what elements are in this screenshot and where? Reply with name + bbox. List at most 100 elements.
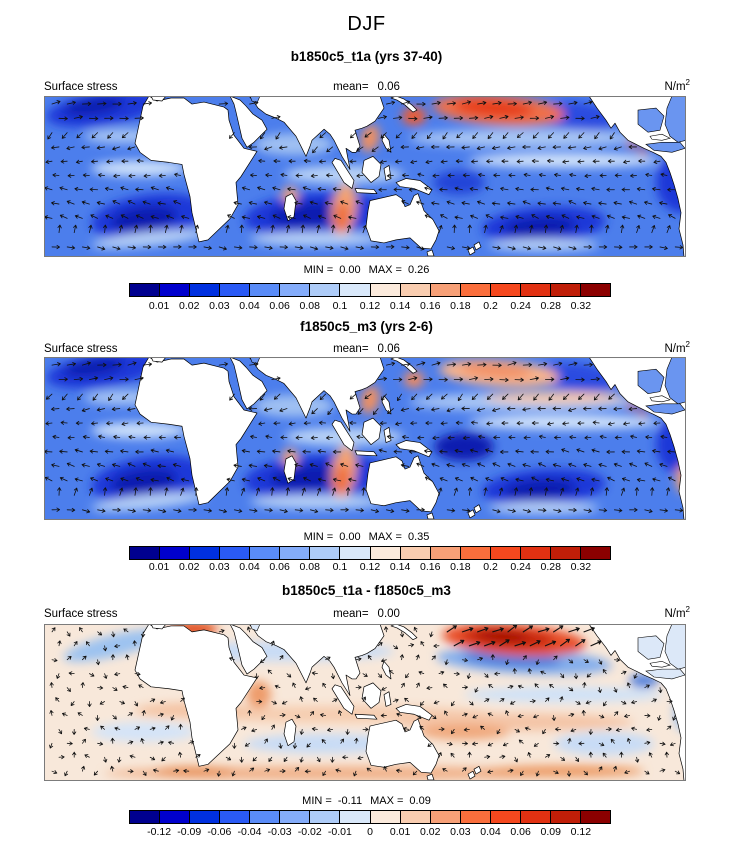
colorbar-segment <box>579 546 611 560</box>
colorbar-segment <box>369 283 401 297</box>
panel3-max-label: MAX = <box>370 795 404 807</box>
panel1-units-base: N/m <box>664 80 686 93</box>
colorbar-segment <box>579 283 611 297</box>
colorbar-tick-label: 0.08 <box>299 561 320 573</box>
colorbar-segment <box>489 546 521 560</box>
colorbar-segment <box>549 546 581 560</box>
colorbar-segment <box>399 810 431 824</box>
colorbar-tick-label: 0.32 <box>570 300 592 312</box>
colorbar-tick-label: 0.02 <box>179 561 200 573</box>
colorbar-tick-label: -0.04 <box>237 826 262 838</box>
colorbar-tick-label: 0.04 <box>239 561 260 573</box>
colorbar-tick-label: 0.2 <box>483 300 498 312</box>
panel1-mean-value: 0.06 <box>377 81 400 93</box>
colorbar-segment <box>429 810 461 824</box>
panel2-colorbar <box>129 546 611 560</box>
colorbar-segment <box>189 810 221 824</box>
panel1-min-label: MIN = <box>303 264 334 276</box>
colorbar-tick-label: 0.1 <box>332 561 348 573</box>
panel3-field-label: Surface stress <box>44 608 118 620</box>
panel2-max-value: 0.35 <box>407 531 430 543</box>
panel2-minmax: MIN = 0.00 MAX = 0.35 <box>0 531 733 543</box>
colorbar-tick-label: 0.01 <box>389 826 411 838</box>
colorbar-tick-label: -0.01 <box>327 826 352 838</box>
colorbar-tick-label: 0.12 <box>570 826 592 838</box>
colorbar-tick-label: 0.02 <box>420 826 441 838</box>
colorbar-tick-label: 0.01 <box>148 300 170 312</box>
colorbar-segment <box>309 810 341 824</box>
colorbar-tick-label: 0.01 <box>148 561 170 573</box>
colorbar-tick-label: -0.12 <box>147 826 172 838</box>
panel1-minmax: MIN = 0.00 MAX = 0.26 <box>0 264 733 276</box>
panel2-units-exp: 2 <box>685 340 690 349</box>
colorbar-segment <box>339 283 371 297</box>
colorbar-tick-label: -0.06 <box>207 826 232 838</box>
colorbar-tick-label: 0.06 <box>269 300 290 312</box>
panel3-mean-label: mean= <box>333 608 369 620</box>
map-panel-1 <box>44 96 686 257</box>
panel1-max-label: MAX = <box>368 264 402 276</box>
colorbar-segment <box>279 810 311 824</box>
colorbar-tick-label: 0.09 <box>540 826 561 838</box>
colorbar-tick-label: 0 <box>367 826 373 838</box>
panel1-colorbar <box>129 283 611 297</box>
panel2-max-label: MAX = <box>368 531 402 543</box>
colorbar-segment <box>519 546 551 560</box>
colorbar-segment <box>519 283 551 297</box>
colorbar-tick-label: 0.03 <box>209 561 230 573</box>
colorbar-tick-label: 0.32 <box>570 561 592 573</box>
colorbar-segment <box>249 546 281 560</box>
colorbar-segment <box>189 283 221 297</box>
colorbar-segment <box>549 810 581 824</box>
colorbar-segment <box>159 546 191 560</box>
panel1-subtitle: b1850c5_t1a (yrs 37-40) <box>290 49 443 64</box>
colorbar-tick-label: 0.02 <box>179 300 200 312</box>
panel2-subtitle: f1850c5_m3 (yrs 2-6) <box>300 319 433 334</box>
colorbar-tick-label: 0.06 <box>510 826 531 838</box>
colorbar-segment <box>549 283 581 297</box>
panel3-minmax: MIN = -0.11 MAX = 0.09 <box>0 795 733 807</box>
panel3-min-value: -0.11 <box>337 795 363 807</box>
colorbar-tick-label: 0.03 <box>450 826 471 838</box>
colorbar-segment <box>309 283 341 297</box>
colorbar-tick-label: -0.03 <box>267 826 292 838</box>
panel1-field-label: Surface stress <box>44 81 118 93</box>
colorbar-tick-label: 0.16 <box>420 300 441 312</box>
panel3-colorbar-labels: -0.12 -0.09 -0.06 -0.04 -0.03 -0.02 -0.01 0 0.01… <box>129 826 611 838</box>
colorbar-segment <box>309 546 341 560</box>
colorbar-segment <box>219 810 251 824</box>
colorbar-tick-label: 0.14 <box>389 561 411 573</box>
colorbar-segment <box>129 283 161 297</box>
colorbar-tick-label: 0.12 <box>359 300 381 312</box>
colorbar-segment <box>279 283 311 297</box>
colorbar-segment <box>369 546 401 560</box>
panel1-max-value: 0.26 <box>407 264 430 276</box>
colorbar-segment <box>369 810 401 824</box>
colorbar-tick-label: 0.1 <box>332 300 348 312</box>
colorbar-segment <box>159 810 191 824</box>
colorbar-tick-label: 0.24 <box>510 561 531 573</box>
colorbar-segment <box>219 283 251 297</box>
colorbar-tick-label: 0.14 <box>389 300 411 312</box>
colorbar-segment <box>519 810 551 824</box>
panel3-mean: mean= 0.00 <box>0 608 733 620</box>
colorbar-tick-label: 0.06 <box>269 561 290 573</box>
figure-title: DJF <box>347 13 386 35</box>
panel3-min-label: MIN = <box>302 795 332 807</box>
colorbar-segment <box>279 546 311 560</box>
colorbar-tick-label: 0.18 <box>450 300 471 312</box>
panel3-mean-value: 0.00 <box>377 608 400 620</box>
colorbar-tick-label: 0.24 <box>510 300 531 312</box>
colorbar-tick-label: 0.28 <box>540 561 561 573</box>
colorbar-tick-label: -0.09 <box>177 826 202 838</box>
panel3-units-base: N/m <box>664 607 686 620</box>
panel2-field-label: Surface stress <box>44 343 118 355</box>
panel1-mean-label: mean= <box>333 81 369 93</box>
panel1-units-exp: 2 <box>685 78 690 87</box>
panel1-units: N/m2 <box>44 78 690 93</box>
map-panel-3 <box>44 624 686 781</box>
panel2-units: N/m2 <box>44 340 690 355</box>
colorbar-tick-label: -0.02 <box>297 826 322 838</box>
colorbar-tick-label: 0.18 <box>450 561 471 573</box>
